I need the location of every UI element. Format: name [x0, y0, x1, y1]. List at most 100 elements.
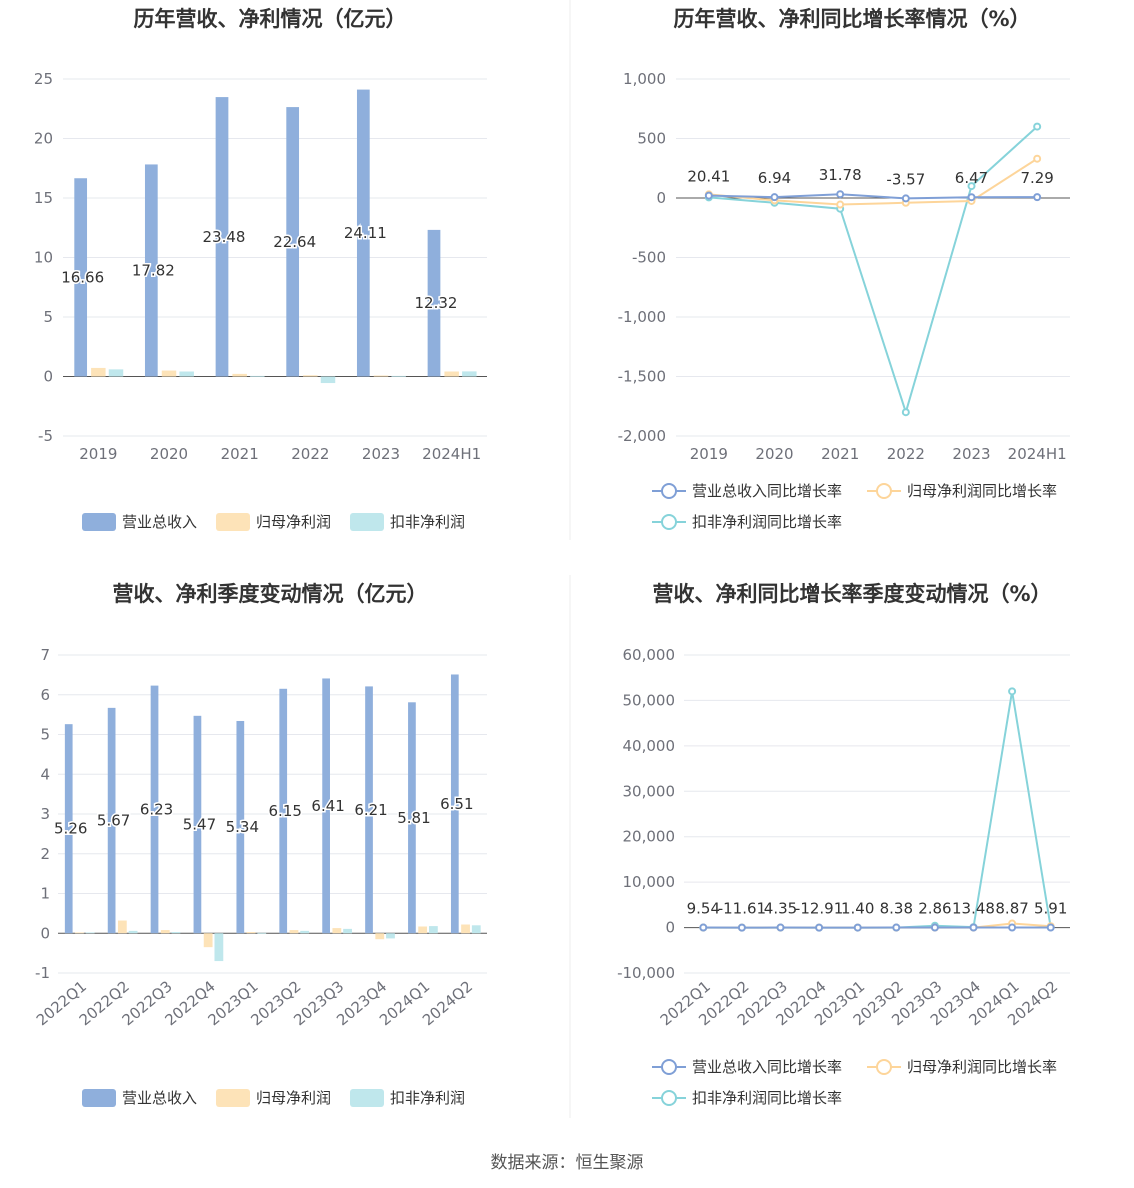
x-tick-label: 2023: [362, 445, 400, 463]
y-tick-label: 5: [43, 308, 53, 326]
bar-revenue: [322, 678, 330, 934]
legend-label: 归母净利润同比增长率: [907, 482, 1057, 500]
y-tick-label: 3: [40, 805, 50, 823]
series-point: [815, 923, 824, 932]
growth-data-label: 13.48: [952, 900, 995, 918]
legend-swatch: [82, 513, 116, 531]
series-point: [969, 923, 978, 932]
y-tick-label: 10: [34, 249, 53, 267]
bar-deducted-profit: [108, 369, 124, 377]
x-tick-label: 2019: [690, 445, 728, 463]
bar-revenue: [64, 724, 73, 934]
bar-deducted-profit: [391, 375, 406, 377]
legend-label: 归母净利润: [256, 1089, 331, 1107]
y-tick-label: 0: [665, 919, 675, 937]
bar-revenue: [150, 685, 159, 934]
y-tick-label: 0: [40, 924, 50, 942]
bar-deducted-profit: [386, 933, 395, 939]
legend-label: 营业总收入同比增长率: [692, 1058, 842, 1076]
y-tick-label: 10,000: [623, 873, 676, 891]
bar-deducted-profit: [428, 926, 438, 934]
x-tick-label: 2024H1: [422, 445, 481, 463]
y-tick-label: 50,000: [623, 691, 676, 709]
bar-revenue: [365, 686, 373, 934]
y-tick-label: -10,000: [617, 964, 675, 982]
bar-deducted-profit: [128, 930, 138, 934]
legend-label: 营业总收入同比增长率: [692, 482, 842, 500]
growth-data-label: 6.94: [758, 169, 791, 187]
bar-net-profit: [117, 920, 127, 934]
x-tick-label: 2022: [291, 445, 329, 463]
y-tick-label: -1,500: [618, 368, 666, 386]
series-line-2: [708, 125, 1038, 416]
x-tick-label: 2020: [150, 445, 188, 463]
growth-data-label: 9.54: [687, 900, 720, 918]
bar-net-profit: [332, 928, 342, 934]
bar-deducted-profit: [257, 932, 267, 934]
source-note: 数据来源：恒生聚源: [491, 1153, 644, 1173]
series-point: [776, 923, 785, 932]
series-point: [853, 923, 862, 932]
revenue-data-label: 22.64: [273, 233, 316, 251]
revenue-data-label: 12.32: [415, 294, 458, 312]
series-line-2: [703, 691, 1052, 929]
series-line-1: [708, 157, 1038, 206]
bar-deducted-profit: [85, 932, 95, 934]
bar-deducted-profit: [320, 376, 336, 384]
y-tick-label: 0: [43, 368, 53, 386]
x-tick-label: 2019: [79, 445, 117, 463]
x-tick-label: 2020: [755, 445, 793, 463]
series-point: [930, 923, 939, 932]
legend-marker: [661, 483, 677, 499]
legend-swatch: [350, 513, 384, 531]
series-point: [737, 923, 746, 932]
annual-revenue-profit-chart: 历年营收、净利情况（亿元） 25 20 15 10 5 0 -5 2019 2020 2021 202…: [34, 7, 487, 531]
bar-net-profit: [289, 930, 299, 934]
series-point: [1033, 122, 1042, 131]
y-tick-label: 1,000: [623, 70, 666, 88]
growth-data-label: 7.29: [1020, 169, 1053, 187]
bar-net-profit: [373, 375, 389, 377]
y-tick-label: 30,000: [623, 782, 676, 800]
y-tick-label: -1: [35, 964, 50, 982]
revenue-data-label: 5.34: [226, 818, 259, 836]
bar-net-profit: [91, 367, 106, 377]
y-tick-label: 20: [34, 130, 53, 148]
bar-deducted-profit: [171, 932, 181, 934]
legend-swatch: [216, 1089, 250, 1107]
y-tick-label: 4: [40, 765, 50, 783]
bar-net-profit: [375, 933, 385, 940]
chart-title: 历年营收、净利同比增长率情况（%）: [673, 7, 1030, 31]
growth-data-label: 20.41: [687, 168, 730, 186]
bar-deducted-profit: [471, 925, 481, 934]
x-tick-label: 2023: [952, 445, 990, 463]
bar-revenue: [215, 97, 229, 377]
bar-net-profit: [303, 375, 318, 377]
growth-data-label: -11.61: [718, 900, 766, 918]
y-tick-label: -2,000: [618, 427, 666, 445]
legend-marker: [661, 1059, 677, 1075]
revenue-data-label: 5.47: [183, 816, 216, 834]
series-point: [967, 182, 976, 191]
y-tick-label: -1,000: [618, 308, 666, 326]
revenue-data-label: 16.66: [61, 268, 104, 286]
revenue-data-label: 6.21: [354, 801, 387, 819]
y-tick-label: 5: [40, 726, 50, 744]
legend-swatch: [216, 513, 250, 531]
growth-data-label: 2.86: [918, 900, 951, 918]
legend-label: 归母净利润: [256, 513, 331, 531]
y-tick-label: 0: [656, 189, 666, 207]
bar-net-profit: [75, 932, 84, 934]
bar-revenue: [286, 107, 300, 377]
series-point: [1008, 923, 1017, 932]
y-tick-label: -500: [632, 249, 666, 267]
growth-data-label: -12.91: [795, 900, 843, 918]
bar-deducted-profit: [300, 930, 310, 934]
y-tick-label: 60,000: [623, 646, 676, 664]
revenue-data-label: 6.15: [269, 802, 302, 820]
x-tick-label: 2021: [221, 445, 259, 463]
annual-growth-rate-chart: 历年营收、净利同比增长率情况（%） 1,000 500 0 -500 -1,000 -1,5…: [618, 7, 1070, 531]
growth-data-label: 31.78: [819, 166, 862, 184]
growth-data-label: 8.38: [880, 900, 913, 918]
chart-title: 历年营收、净利情况（亿元）: [134, 7, 407, 31]
